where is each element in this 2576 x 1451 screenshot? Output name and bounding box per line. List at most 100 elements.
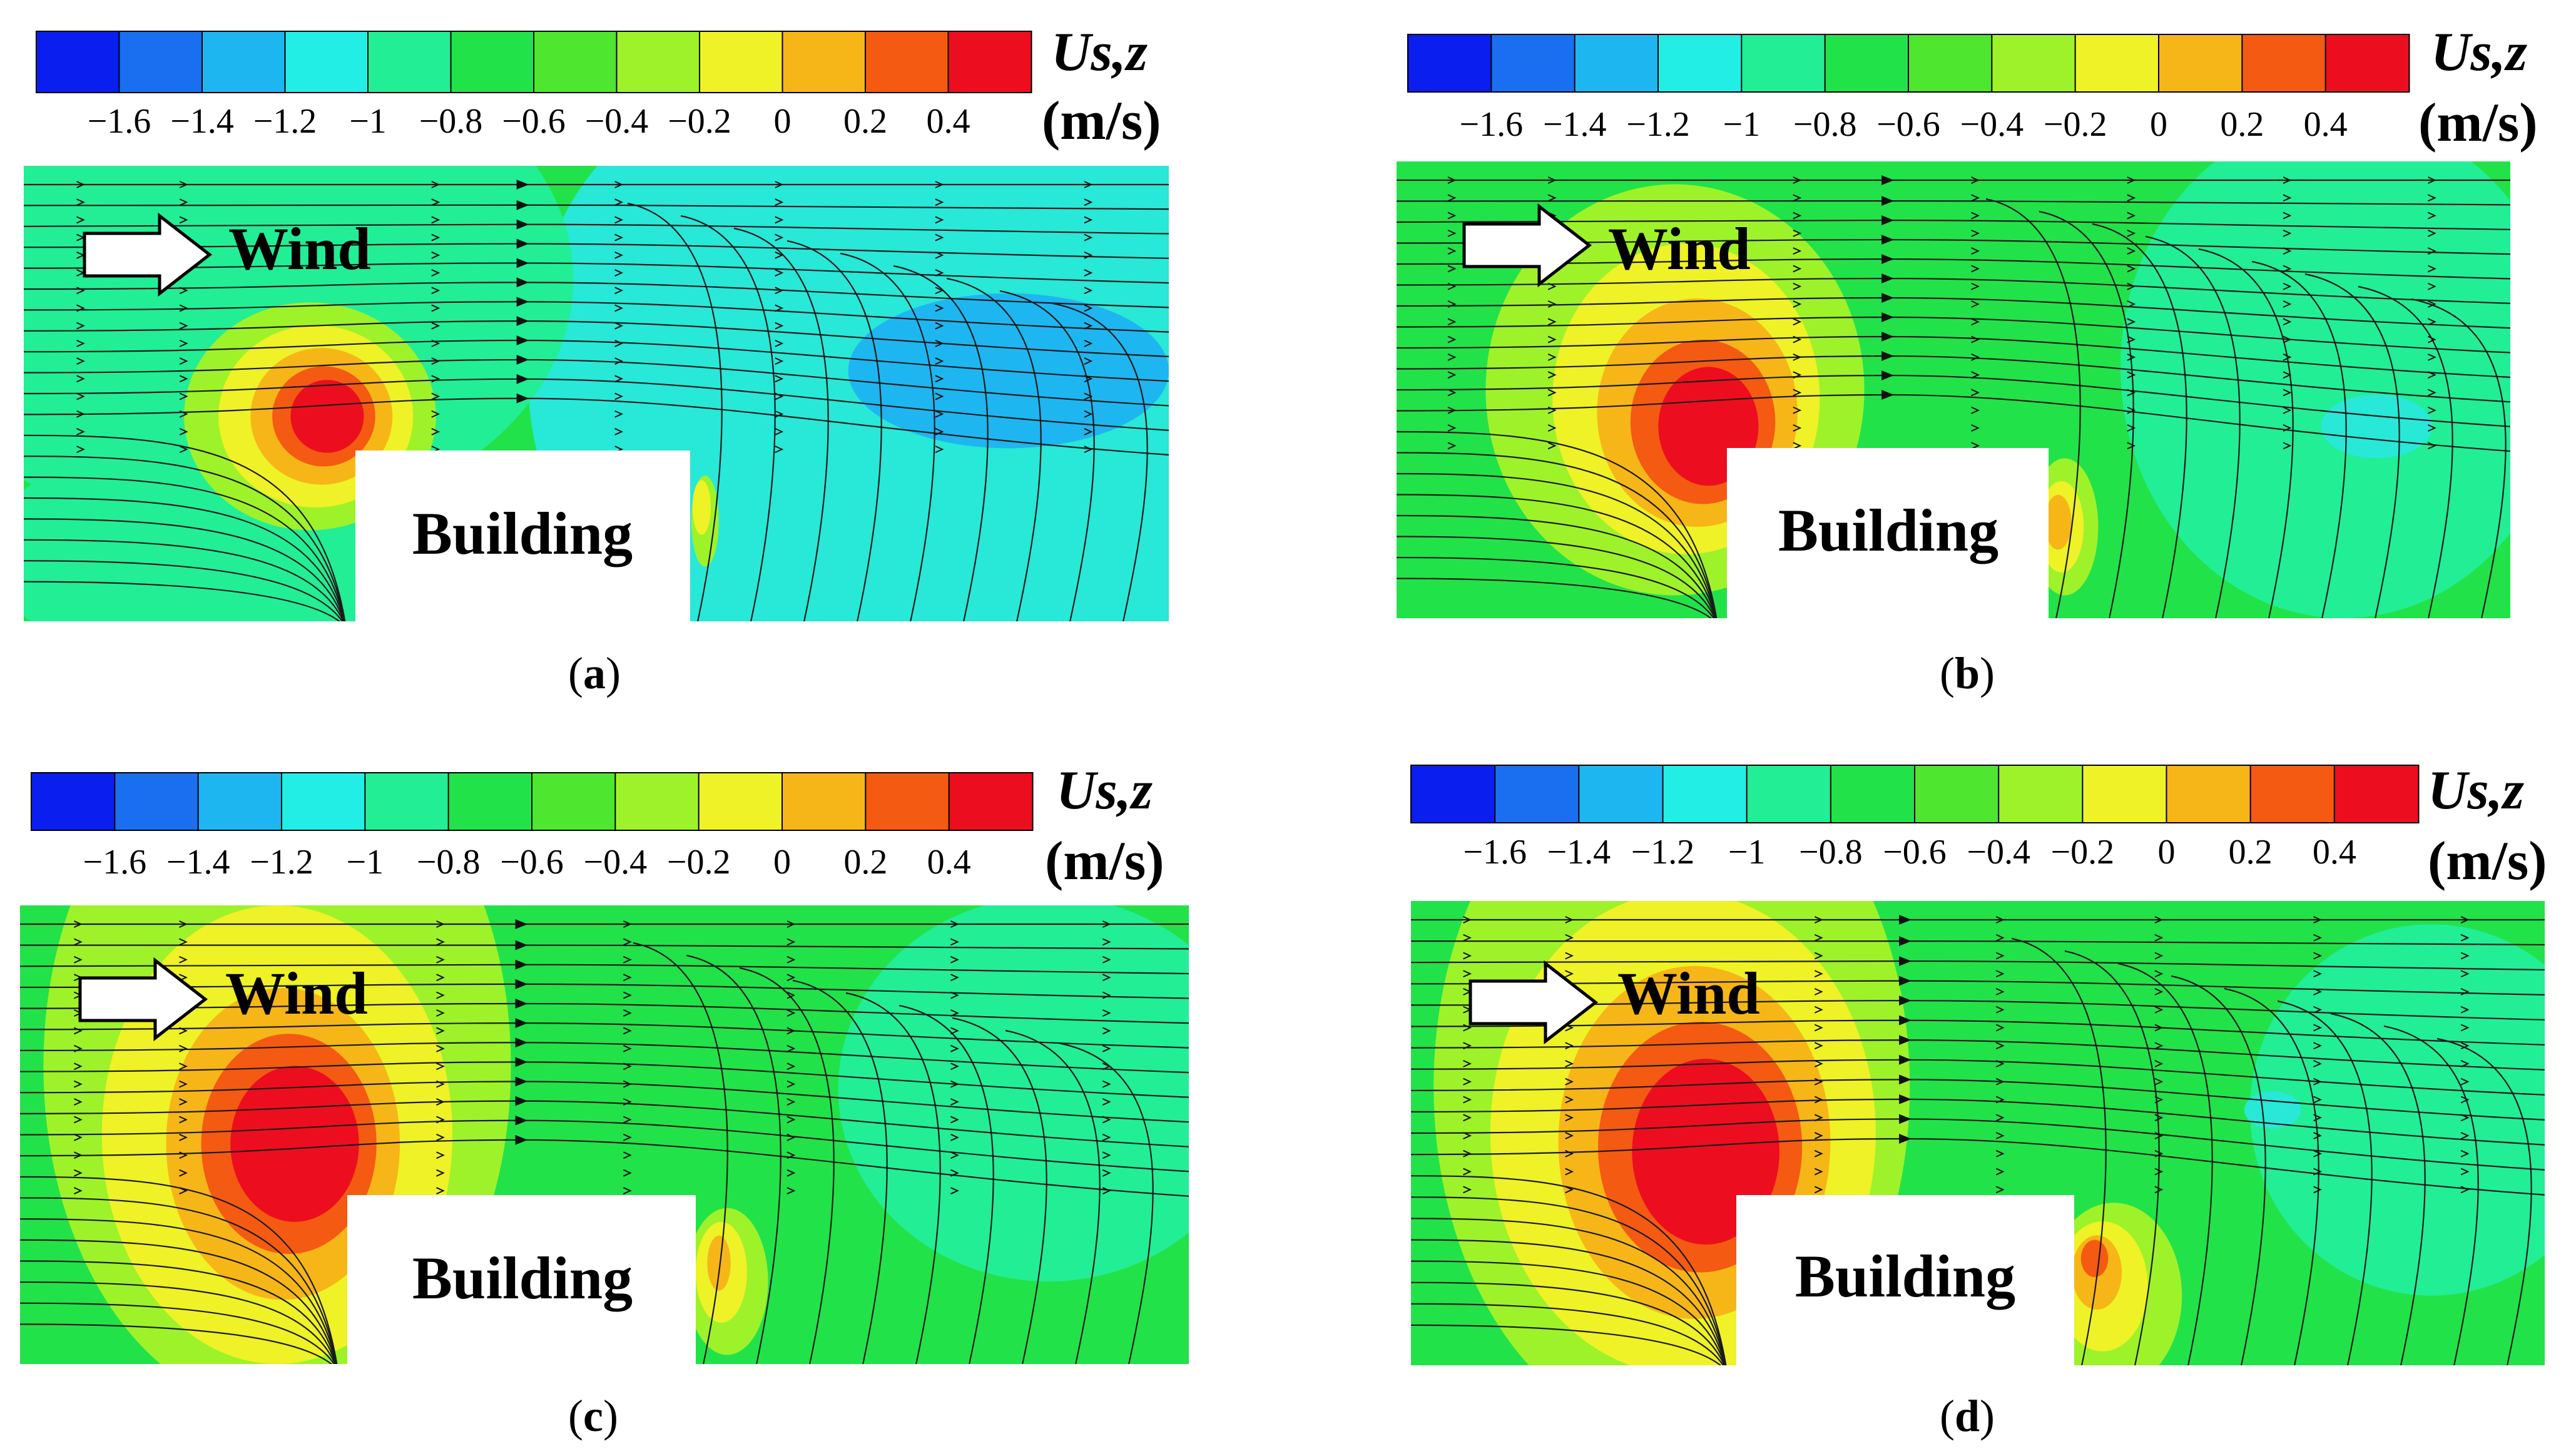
colorbar-tick-label: −0.6 [502, 102, 566, 141]
streamline [686, 954, 781, 1364]
colorbar-swatch [2333, 765, 2420, 823]
streamline-arrowhead [775, 445, 784, 454]
streamline-arrowhead [1814, 1060, 1823, 1067]
streamline-arrowhead [1084, 269, 1093, 277]
streamline-arrowhead [1447, 318, 1457, 326]
streamline-arrowhead [1995, 1149, 2005, 1158]
panel-a: −1.6 −1.4 −1.2 −1 −0.8 −0.6 −0.4 −0.2 0 0.2 0.4 Us,… [0, 0, 1276, 713]
colorbar-swatch [201, 31, 286, 93]
streamline-arrowhead [436, 920, 445, 928]
streamline-arrowhead [623, 1044, 632, 1052]
streamline-arrowhead [1793, 211, 1802, 220]
streamline-arrowhead [1084, 304, 1093, 312]
streamline-arrowhead [1084, 216, 1093, 224]
streamline-arrowhead [787, 991, 796, 999]
colorbar-tick-label: 0.4 [927, 843, 971, 882]
panel-d: −1.6 −1.4 −1.2 −1 −0.8 −0.6 −0.4 −0.2 0 0.2 0.4 Us,… [1389, 738, 2576, 1451]
streamline-arrowhead [1565, 1060, 1574, 1067]
colorbar-tick-label: −1.4 [170, 102, 234, 141]
streamline-arrowhead [775, 251, 784, 259]
streamline-arrowhead [1463, 952, 1472, 960]
streamline-arrowhead [1084, 233, 1093, 242]
streamline [633, 942, 728, 1364]
field-region [692, 480, 711, 535]
streamline [1397, 351, 2510, 403]
streamline-arrows [73, 920, 1111, 1194]
colorbar-unit: (m/s) [1045, 831, 1164, 892]
streamline-arrowhead [73, 955, 83, 964]
streamline-arrowhead [431, 233, 440, 242]
streamline [24, 560, 344, 621]
streamline-arrowhead [1814, 1186, 1823, 1194]
wind-arrow-icon [83, 212, 213, 297]
caption-d: (d) [1940, 1391, 1995, 1441]
streamline [24, 297, 1169, 333]
streamline-arrows [1447, 176, 2436, 450]
streamline-arrowhead [179, 1027, 188, 1035]
streamline-arrowhead [2313, 1186, 2323, 1194]
streamline-arrowhead [1102, 1044, 1111, 1052]
streamline-arrowhead [73, 1151, 83, 1159]
building [1736, 1195, 2074, 1369]
building-label: Building [1778, 497, 1998, 564]
streamline-arrowhead [1084, 251, 1093, 259]
streamline [20, 1323, 333, 1364]
streamline-arrowhead [1102, 991, 1111, 999]
colorbar-tick-label: −1.2 [1631, 833, 1695, 872]
streamline-arrowhead [1793, 300, 1802, 308]
streamline [24, 393, 1169, 456]
building [1727, 448, 2049, 622]
streamline [1411, 1281, 1725, 1365]
streamline-arrowhead [431, 392, 440, 400]
streamline-arrowhead [1793, 335, 1802, 344]
colorbar-swatch [948, 772, 1034, 831]
colorbar-swatch [781, 31, 867, 93]
streamline-arrowhead [2127, 282, 2136, 290]
streamlines [20, 919, 1189, 1364]
colorbar-tick-label: −1.4 [1543, 105, 1607, 144]
streamline [1985, 198, 2081, 618]
streamline-arrowhead [1084, 287, 1093, 295]
streamline [999, 290, 1095, 621]
streamline [20, 1281, 336, 1364]
streamline-arrowhead [436, 1044, 445, 1052]
colorbar-tick-label: −1.4 [166, 843, 230, 882]
streamline-arrowhead [1463, 1024, 1472, 1032]
colorbar-swatch [616, 31, 701, 93]
streamline-arrowhead [2127, 229, 2136, 237]
streamline-arrowhead [179, 1151, 188, 1159]
colorbar-swatch [367, 31, 452, 93]
streamline-arrowhead [623, 1169, 632, 1177]
streamline-arrowhead [1547, 194, 1557, 202]
streamline-arrowhead [179, 392, 188, 400]
streamline-arrowhead [431, 428, 440, 435]
streamline-arrowhead [179, 1169, 188, 1177]
colorbar-unit: (m/s) [2418, 93, 2538, 153]
streamline [20, 1218, 337, 1364]
streamline-arrowhead [179, 955, 188, 964]
streamline-arrowhead [950, 974, 959, 982]
streamline-arrowhead [431, 304, 440, 312]
colorbar-tick-label: −0.4 [585, 102, 649, 141]
streamline-arrowhead [2283, 229, 2292, 237]
streamline-arrowhead [2154, 1168, 2164, 1176]
streamline-arrowhead [179, 1133, 188, 1141]
streamline [1397, 293, 2510, 329]
streamline-arrowhead [2313, 1006, 2323, 1014]
streamline [1397, 215, 2510, 230]
streamline [1397, 235, 2510, 255]
colorbar-swatch [1410, 765, 1496, 823]
wind-arrow-icon [78, 957, 208, 1042]
streamline [1397, 536, 1716, 618]
streamline-arrowhead [2460, 916, 2470, 924]
streamline [2145, 235, 2241, 618]
colorbar-swatch [1574, 34, 1659, 93]
streamline-arrowhead [2154, 1024, 2164, 1032]
colorbar-swatch [197, 772, 283, 831]
streamline-arrowhead [2460, 1006, 2470, 1014]
streamline-arrowhead [1995, 934, 2005, 942]
streamline [1411, 1260, 1726, 1365]
streamline [1411, 1074, 2545, 1121]
streamline-arrowhead [431, 181, 440, 188]
streamline-arrowhead [431, 251, 440, 259]
